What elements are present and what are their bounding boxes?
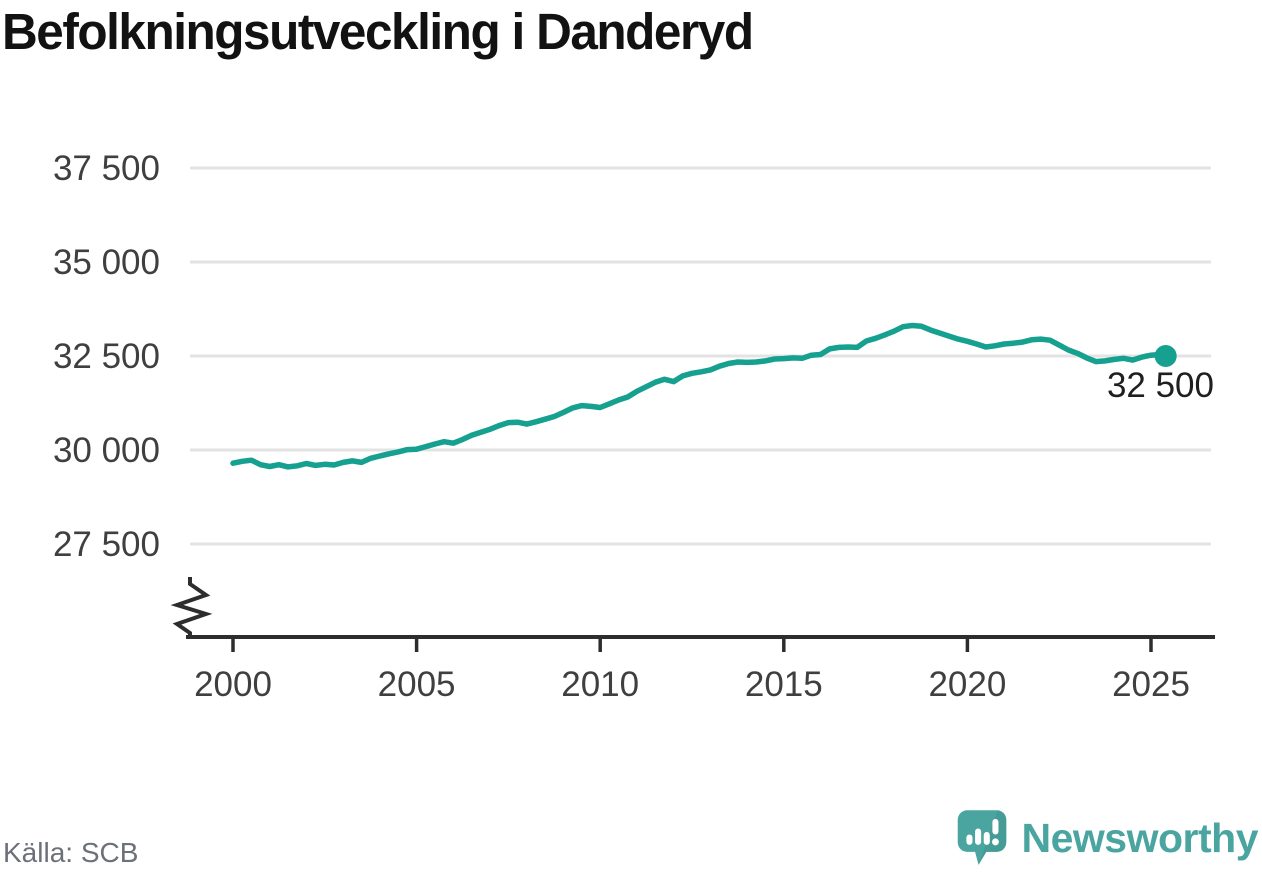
x-tick-label: 2015 [745,665,823,704]
page-title: Befolkningsutveckling i Danderyd [2,3,754,60]
y-tick-label: 35 000 [53,243,160,282]
newsworthy-logo-text: Newsworthy [1021,814,1259,861]
source-note: Källa: SCB [3,837,139,868]
x-tick-label: 2005 [378,665,456,704]
y-tick-label: 32 500 [53,337,160,376]
axis-break-icon [170,577,213,637]
y-tick-label: 37 500 [53,149,160,188]
x-tick-label: 2020 [928,665,1006,704]
y-tick-label: 30 000 [53,431,160,470]
population-line [230,322,1169,470]
end-point-marker [1154,345,1177,367]
y-tick-label: 27 500 [53,525,160,564]
newsworthy-logo-icon [957,810,1006,865]
x-tick-label: 2025 [1112,665,1190,704]
x-tick-label: 2000 [194,665,272,704]
end-value-label: 32 500 [1107,366,1214,405]
x-tick-label: 2010 [561,665,639,704]
newsworthy-branding: Newsworthy [956,809,1259,867]
